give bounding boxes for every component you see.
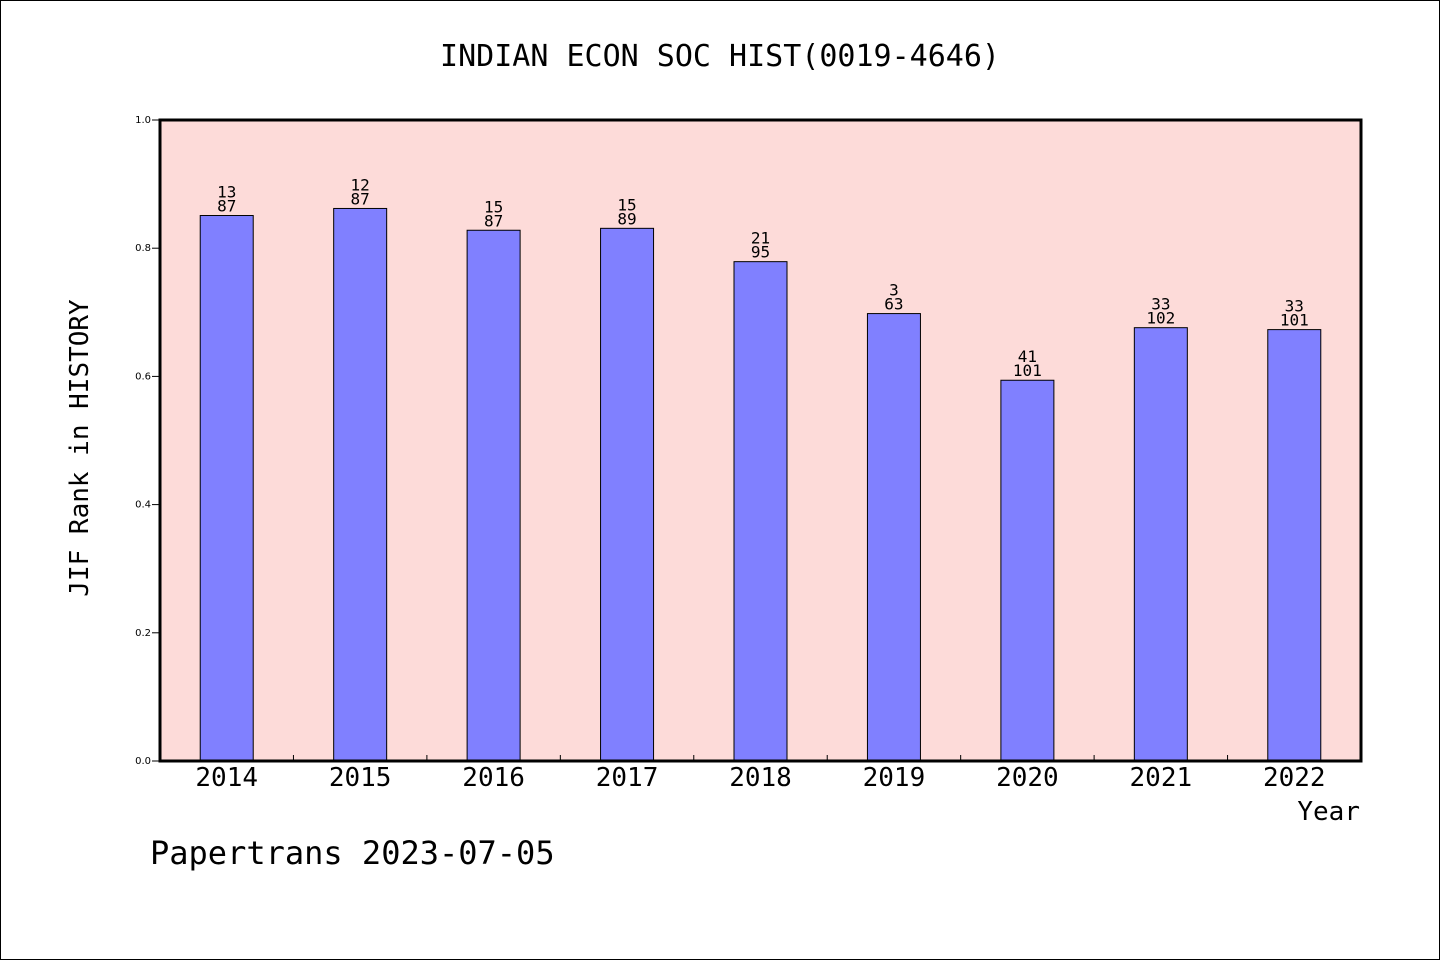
bar-rank-label: 15 (484, 197, 503, 216)
plot-border (158, 118, 1363, 763)
chart-title: INDIAN ECON SOC HIST(0019-4646) (440, 39, 1000, 74)
x-tick-label: 2021 (1130, 763, 1193, 793)
bar-rank-label: 15 (617, 195, 636, 214)
y-tick-label: 0.0 (135, 756, 151, 767)
bar-total-label: 87 (484, 211, 503, 230)
x-tick-label: 2016 (462, 763, 525, 793)
bar-2021 (1133, 327, 1188, 762)
bar-2020 (1000, 379, 1055, 762)
bar-total-label: 63 (884, 295, 903, 314)
footer-credit: Papertrans 2023-07-05 (150, 834, 555, 872)
bar-rank-label: 13 (217, 183, 236, 202)
bar-2018 (733, 261, 788, 762)
bar-total-label: 102 (1146, 309, 1175, 328)
x-tick-label: 2022 (1263, 763, 1326, 793)
x-tick-label: 2015 (329, 763, 392, 793)
bar-total-label: 95 (751, 243, 770, 262)
x-tick-label: 2019 (863, 763, 926, 793)
y-tick-label: 0.6 (135, 371, 151, 382)
bar-2019 (866, 313, 921, 762)
bar-2016 (466, 229, 521, 762)
x-tick-label: 2014 (195, 763, 258, 793)
bar-rank-label: 33 (1285, 297, 1304, 316)
bar-2017 (600, 227, 655, 762)
bar-2022 (1267, 329, 1322, 762)
x-tick-label: 2018 (729, 763, 792, 793)
bar-rank-label: 41 (1018, 347, 1037, 366)
x-axis: 2014 2015 2016 2017 2018 2019 2020 2021 2022 (195, 755, 1326, 793)
bar-total-label: 87 (351, 189, 370, 208)
bar-rank-label: 21 (751, 229, 770, 248)
bar-rank-label: 12 (351, 175, 370, 194)
bars (199, 207, 1322, 762)
y-tick-label: 1.0 (135, 115, 151, 126)
y-axis: 0.0 0.2 0.4 0.6 0.8 1.0 (135, 115, 160, 767)
x-tick-label: 2020 (996, 763, 1059, 793)
bar-total-label: 89 (617, 209, 636, 228)
bar-rank-label: 3 (889, 281, 899, 300)
y-tick-label: 0.2 (135, 628, 151, 639)
y-tick-label: 0.8 (135, 243, 151, 254)
bar-total-label: 87 (217, 197, 236, 216)
bar-2015 (333, 207, 388, 762)
y-tick-label: 0.4 (135, 500, 151, 511)
x-tick-label: 2017 (596, 763, 659, 793)
bar-total-label: 101 (1013, 361, 1042, 380)
bar-2014 (199, 215, 254, 762)
y-axis-label: JIF Rank in HISTORY (65, 299, 95, 597)
x-axis-label: Year (1297, 797, 1360, 827)
bar-rank-label: 33 (1151, 295, 1170, 314)
bar-total-label: 101 (1280, 311, 1309, 330)
